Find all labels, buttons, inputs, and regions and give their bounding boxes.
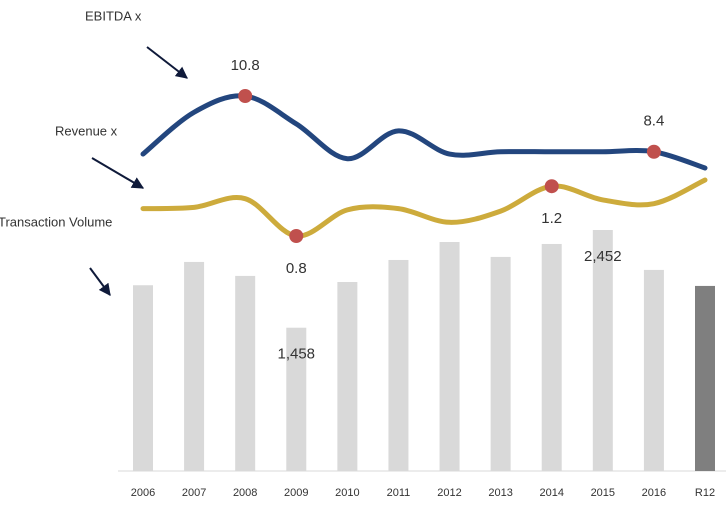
data-label: 1,458	[277, 346, 315, 363]
x-tick-label: 2014	[539, 487, 563, 499]
x-tick-label: 2006	[131, 487, 155, 499]
bar	[490, 256, 511, 471]
data-label: 0.8	[286, 260, 307, 277]
marker	[238, 89, 253, 103]
bar	[695, 285, 715, 471]
marker	[289, 229, 304, 243]
bar	[643, 269, 664, 471]
bar	[541, 243, 562, 471]
bar	[337, 281, 358, 471]
bar	[592, 230, 613, 471]
x-tick-label: 2013	[488, 487, 512, 499]
bar	[286, 327, 307, 471]
data-label: 8.4	[643, 113, 664, 130]
bar	[388, 259, 409, 471]
bar	[133, 285, 153, 471]
data-label: 2,452	[584, 248, 622, 265]
marker	[646, 144, 661, 159]
arrow	[146, 46, 188, 79]
marker	[544, 179, 559, 194]
series-label: EBITDA x	[85, 8, 142, 23]
x-tick-label: 2015	[591, 487, 615, 499]
arrow	[89, 267, 111, 296]
x-tick-label: R12	[695, 487, 715, 499]
bar	[235, 275, 256, 471]
x-tick-label: 2010	[335, 487, 359, 499]
data-label: 10.8	[231, 57, 260, 74]
bar	[439, 241, 460, 471]
x-tick-label: 2011	[387, 487, 411, 499]
arrow	[91, 157, 145, 189]
bar	[184, 261, 205, 471]
series-label: Transaction Volume	[0, 214, 112, 229]
data-label: 1.2	[541, 210, 562, 227]
series-label: Revenue x	[55, 123, 118, 138]
x-tick-label: 2012	[437, 487, 461, 499]
line	[140, 93, 708, 171]
x-tick-label: 2009	[284, 487, 308, 499]
x-tick-label: 2016	[642, 487, 666, 499]
x-tick-label: 2007	[182, 487, 206, 499]
line	[140, 177, 708, 239]
x-tick-label: 2008	[233, 487, 257, 499]
